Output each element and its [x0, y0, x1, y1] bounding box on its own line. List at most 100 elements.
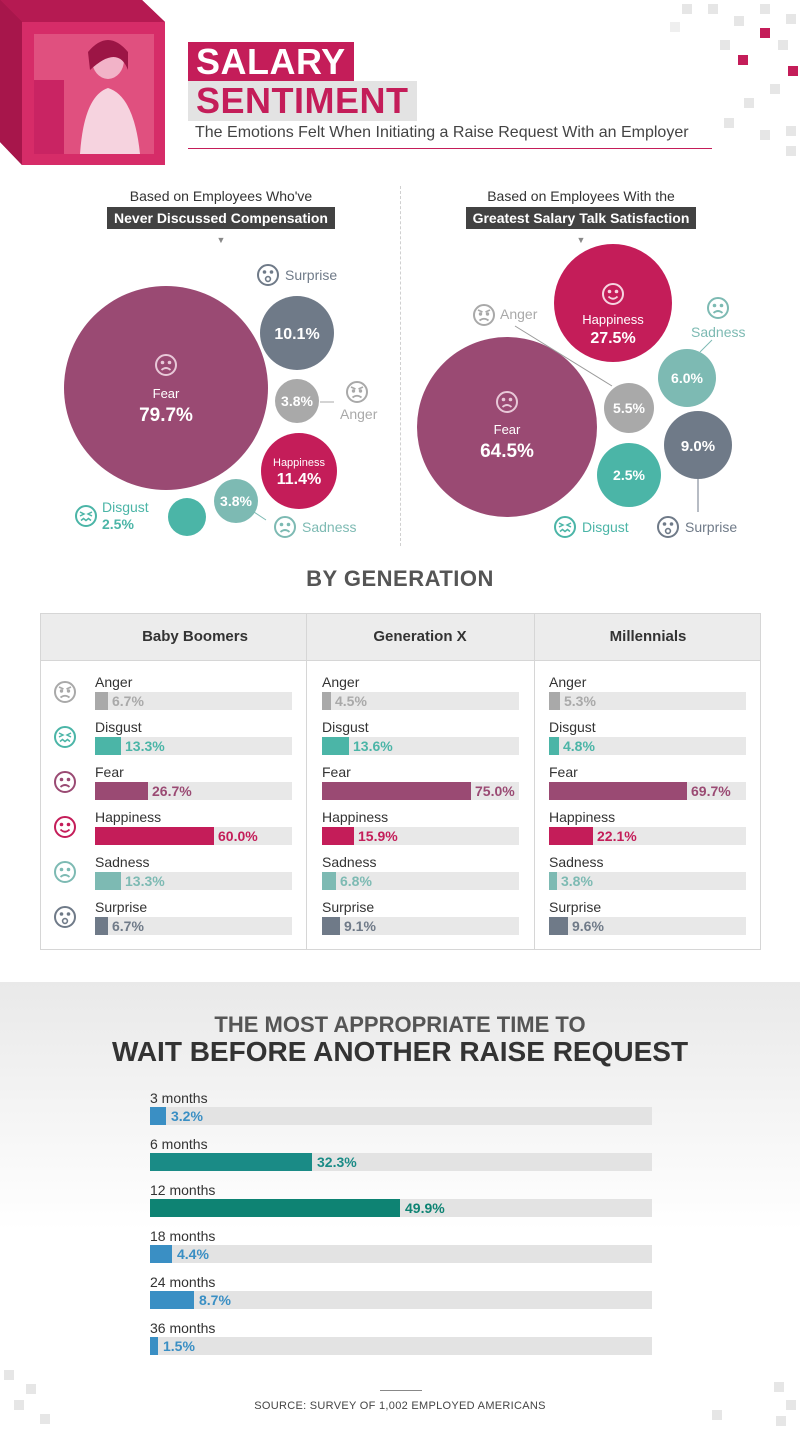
sadness-icon	[707, 297, 729, 319]
right-chart-title-line1: Based on Employees With the	[487, 188, 675, 204]
row-label-happiness: Happiness	[549, 809, 616, 825]
disgust-icon	[75, 505, 97, 527]
chart-divider	[400, 186, 401, 546]
sadness-icon	[274, 516, 296, 538]
subtitle: The Emotions Felt When Initiating a Rais…	[195, 124, 689, 141]
bar-track: 9.1%	[322, 917, 519, 935]
bar-track: 6.7%	[95, 692, 292, 710]
bubble-left-surprise	[260, 296, 334, 370]
surprise-icon	[257, 264, 279, 286]
decorative-pixel-pattern	[700, 1370, 800, 1434]
bar-value-label: 9.1%	[344, 918, 376, 934]
right-chart-caret-icon: ▼	[576, 235, 586, 245]
hero-photo	[0, 0, 165, 165]
bubble-charts: Fear 79.7% 10.1% 3.8% Happiness 11.4% 3.…	[64, 244, 745, 538]
bar-track: 4.5%	[322, 692, 519, 710]
bubble-left-happiness-name: Happiness	[273, 457, 325, 469]
bar-value-label: 60.0%	[218, 828, 258, 844]
bar-track: 22.1%	[549, 827, 746, 845]
column-title-baby-boomers: Baby Boomers	[142, 628, 248, 645]
anger-icon	[346, 381, 368, 403]
bar-value-label: 6.8%	[340, 873, 372, 889]
bubble-left-sadness-value: 3.8%	[220, 493, 252, 509]
row-label-disgust: Disgust	[322, 719, 369, 735]
bubble-right-happiness-value: 27.5%	[590, 330, 635, 347]
anger-icon	[54, 681, 76, 703]
disgust-icon	[554, 516, 576, 538]
bar-value-label: 75.0%	[475, 783, 515, 799]
bar-millennials-surprise	[549, 917, 568, 935]
row-label-anger: Anger	[549, 674, 587, 690]
anger-icon	[473, 304, 495, 326]
bar-track: 13.3%	[95, 737, 292, 755]
bar-millennials-happiness	[549, 827, 593, 845]
right-chart-title-line2: Greatest Salary Talk Satisfaction	[465, 207, 697, 229]
subtitle-rule	[188, 148, 712, 149]
bar-value-label: 6.7%	[112, 693, 144, 709]
bar-track: 6.7%	[95, 917, 292, 935]
bar-value-label: 13.6%	[353, 738, 393, 754]
row-label-sadness: Sadness	[95, 854, 150, 870]
bar-track: 75.0%	[322, 782, 519, 800]
bubble-right-anger-name: Anger	[500, 306, 538, 322]
bar-value-label: 26.7%	[152, 783, 192, 799]
bar-millennials-sadness	[549, 872, 557, 890]
sadness-leader-line	[699, 339, 713, 353]
bubble-right-disgust-name: Disgust	[582, 519, 629, 535]
bar-millennials-disgust	[549, 737, 559, 755]
bubble-right-surprise-name: Surprise	[685, 519, 737, 535]
bar-track: 60.0%	[95, 827, 292, 845]
bar-track: 5.3%	[549, 692, 746, 710]
generation-table: Baby Boomers Generation X Millennials An…	[40, 613, 761, 950]
bar-value-label: 6.7%	[112, 918, 144, 934]
bar-track: 3.8%	[549, 872, 746, 890]
wait-title-line2: WAIT BEFORE ANOTHER RAISE REQUEST	[111, 1036, 689, 1067]
row-label-surprise: Surprise	[549, 899, 602, 915]
bar-millennials-anger	[549, 692, 560, 710]
column-title-millennials: Millennials	[609, 628, 687, 645]
bar-value-label: 9.6%	[572, 918, 604, 934]
bubble-right-fear-value: 64.5%	[480, 441, 534, 462]
bubble-left-disgust	[168, 498, 206, 536]
bubble-left-disgust-name: Disgust	[102, 499, 149, 515]
bar-baby-boomers-anger	[95, 692, 108, 710]
row-label-anger: Anger	[322, 674, 360, 690]
bar-track: 9.6%	[549, 917, 746, 935]
row-label-happiness: Happiness	[322, 809, 389, 825]
bar-value-label: 4.5%	[335, 693, 367, 709]
bubble-left-fear	[64, 286, 268, 490]
bubble-left-disgust-value: 2.5%	[102, 516, 134, 532]
bubble-right-disgust-value: 2.5%	[613, 467, 645, 483]
left-chart-caret-icon: ▼	[216, 235, 226, 245]
bar-value-label: 15.9%	[358, 828, 398, 844]
decorative-pixel-pattern	[0, 1370, 60, 1434]
bar-value-label: 3.8%	[561, 873, 593, 889]
source-rule	[380, 1390, 422, 1391]
bubble-left-anger	[275, 379, 319, 423]
generation-table-header: Baby Boomers Generation X Millennials	[41, 614, 760, 661]
bar-baby-boomers-fear	[95, 782, 148, 800]
bubble-right-surprise-value: 9.0%	[681, 438, 715, 455]
bubble-right-sadness-name: Sadness	[691, 324, 745, 340]
bar-value-label: 5.3%	[564, 693, 596, 709]
bar-track: 15.9%	[322, 827, 519, 845]
row-label-fear: Fear	[95, 764, 124, 780]
bar-track: 13.3%	[95, 872, 292, 890]
bar-generation-x-anger	[322, 692, 331, 710]
left-chart-title: Based on Employees Who've Never Discusse…	[60, 188, 382, 245]
row-label-disgust: Disgust	[95, 719, 142, 735]
bubble-right-anger	[604, 383, 654, 433]
bar-millennials-fear	[549, 782, 687, 800]
disgust-icon	[54, 726, 76, 748]
column-title-generation-x: Generation X	[373, 628, 467, 645]
bar-generation-x-happiness	[322, 827, 354, 845]
surprise-icon	[657, 516, 679, 538]
bar-track: 4.8%	[549, 737, 746, 755]
bar-baby-boomers-surprise	[95, 917, 108, 935]
row-label-surprise: Surprise	[95, 899, 148, 915]
bar-baby-boomers-happiness	[95, 827, 214, 845]
bar-track: 13.6%	[322, 737, 519, 755]
row-label-fear: Fear	[549, 764, 578, 780]
bubble-right-disgust	[597, 443, 661, 507]
bar-track: 69.7%	[549, 782, 746, 800]
